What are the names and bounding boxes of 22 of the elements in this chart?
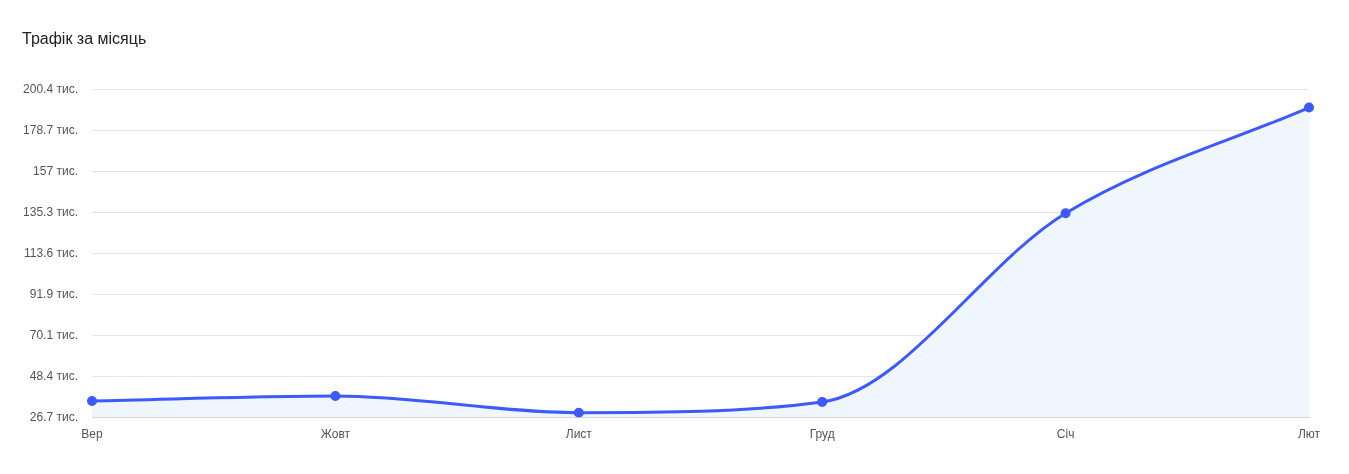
y-tick-label: 91.9 тис.: [29, 286, 78, 301]
x-tick-label: Лист: [565, 427, 593, 442]
point: [87, 395, 97, 406]
point: [1304, 102, 1314, 113]
y-tick-label: 48.4 тис.: [29, 368, 78, 383]
x-tick-label: Січ: [1056, 427, 1075, 442]
y-tick-label: 70.1 тис.: [29, 327, 78, 342]
point: [573, 407, 584, 418]
y-tick-label: 157 тис.: [33, 163, 78, 178]
y-tick-label: 113.6 тис.: [23, 245, 78, 260]
point: [1060, 208, 1071, 219]
point: [330, 391, 341, 402]
x-tick-label: Груд: [809, 427, 835, 442]
x-tick-label: Лют: [1297, 427, 1321, 442]
point: [817, 396, 828, 407]
x-tick-label: Вер: [81, 427, 103, 442]
x-tick-label: Жовт: [320, 427, 351, 442]
y-tick-label: 178.7 тис.: [23, 122, 78, 137]
chart-title: Трафік за місяць: [22, 30, 147, 48]
y-tick-label: 200.4 тис.: [23, 81, 78, 96]
y-tick-label: 26.7 тис.: [29, 409, 78, 424]
y-tick-label: 135.3 тис.: [23, 204, 78, 219]
